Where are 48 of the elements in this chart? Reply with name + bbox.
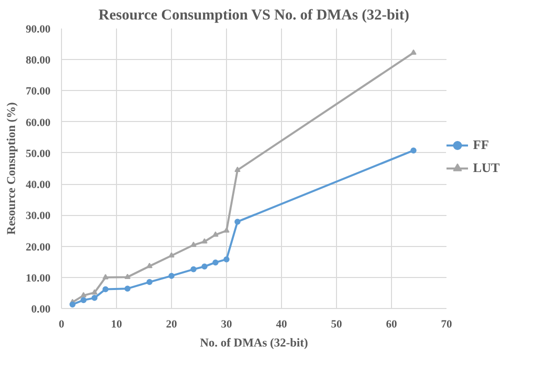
point xyxy=(70,301,76,308)
y-tick-label: 40.00 xyxy=(26,179,51,192)
point xyxy=(202,264,208,270)
point xyxy=(92,294,98,301)
point xyxy=(80,292,86,298)
point xyxy=(224,256,230,262)
y-tick-label: 60.00 xyxy=(26,116,51,129)
point xyxy=(202,238,208,244)
legend-label: LUT xyxy=(473,160,500,176)
point xyxy=(212,231,218,237)
y-tick-label: 20.00 xyxy=(26,241,51,254)
y-tick-label: 80.00 xyxy=(26,54,51,67)
x-axis-title: No. of DMAs (32-bit) xyxy=(200,336,308,350)
point xyxy=(92,289,98,295)
point xyxy=(234,166,240,172)
point xyxy=(410,147,416,154)
y-tick-label: 0.00 xyxy=(31,304,51,316)
point xyxy=(124,286,130,292)
x-tick-label: 60 xyxy=(386,318,398,330)
y-tick-label: 10.00 xyxy=(26,272,51,284)
point xyxy=(234,218,240,225)
y-tick-label: 50.00 xyxy=(26,148,51,160)
y-tick-label: 30.00 xyxy=(26,210,51,222)
point xyxy=(168,252,174,258)
point xyxy=(168,272,174,279)
x-tick-label: 10 xyxy=(111,318,122,330)
x-tick-label: 70 xyxy=(441,318,452,330)
legend-label: FF xyxy=(473,137,490,153)
point xyxy=(146,279,152,286)
y-tick-label: 90.00 xyxy=(26,24,51,36)
point xyxy=(102,274,108,280)
point xyxy=(80,297,86,304)
x-tick-label: 40 xyxy=(276,318,288,330)
point xyxy=(146,262,152,268)
point xyxy=(102,286,108,292)
point xyxy=(410,49,416,55)
x-tick-label: 20 xyxy=(166,318,178,330)
point xyxy=(124,274,130,280)
point xyxy=(212,259,218,266)
y-axis-title: Resource Consuption (%) xyxy=(4,102,18,235)
point xyxy=(224,227,230,233)
y-tick-label: 70.00 xyxy=(26,86,51,98)
point xyxy=(190,242,196,247)
point xyxy=(190,266,196,272)
x-tick-label: 50 xyxy=(331,318,342,330)
chart-title: Resource Consumption VS No. of DMAs (32-bit) xyxy=(98,8,410,24)
x-tick-label: 0 xyxy=(58,318,65,330)
x-tick-label: 30 xyxy=(221,318,232,330)
